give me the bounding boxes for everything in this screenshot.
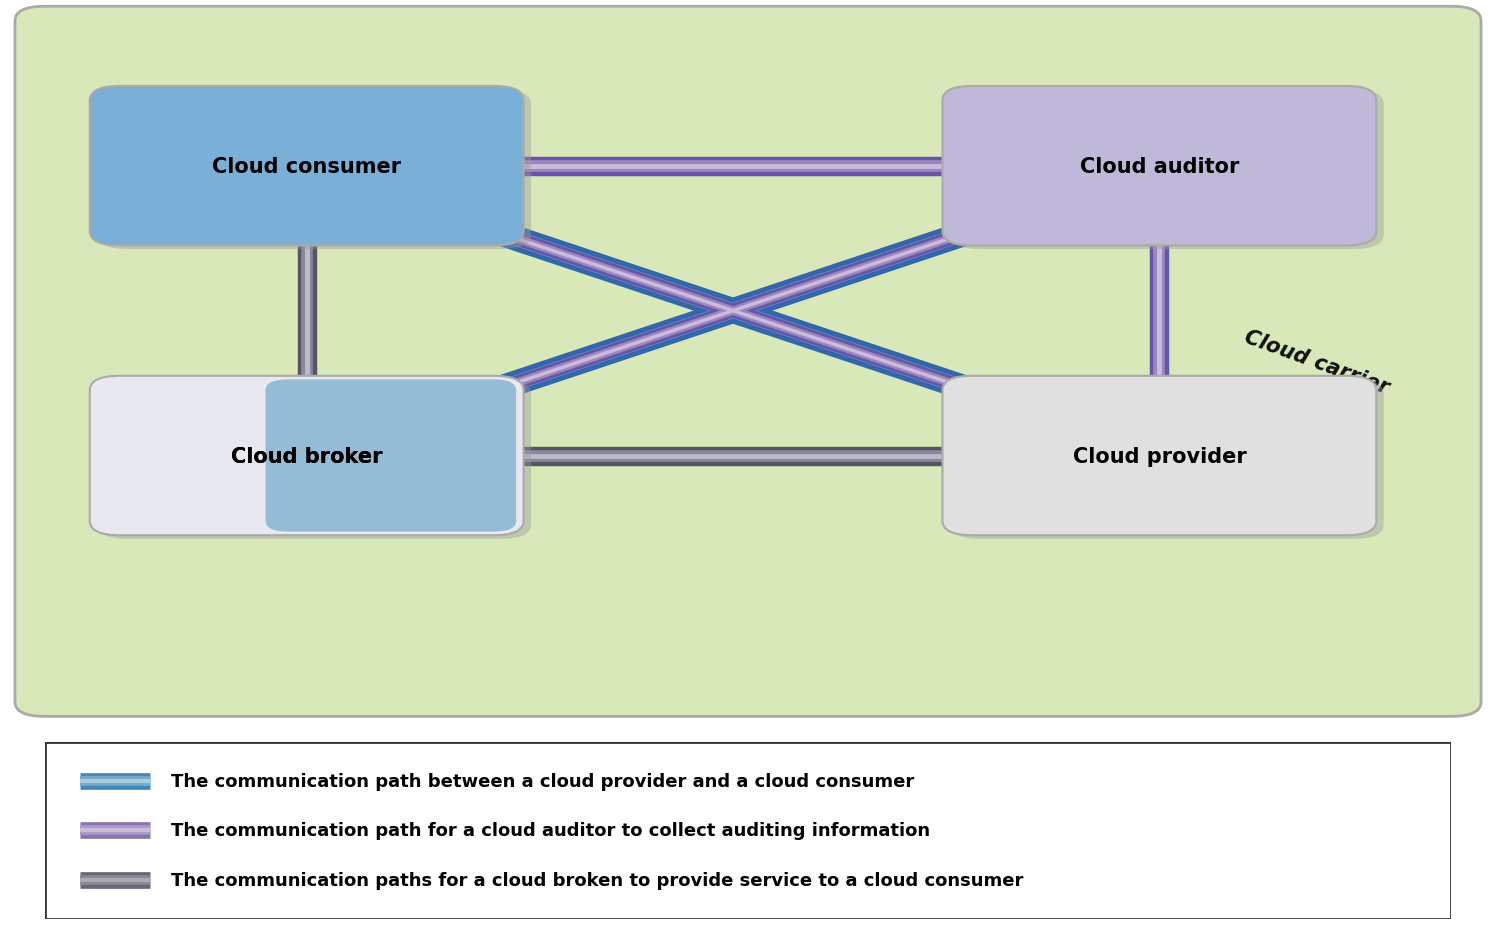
Text: Cloud consumer: Cloud consumer: [212, 157, 401, 176]
FancyBboxPatch shape: [90, 377, 524, 535]
Text: The communication path for a cloud auditor to collect auditing information: The communication path for a cloud audit…: [172, 821, 931, 840]
FancyBboxPatch shape: [97, 380, 531, 539]
FancyBboxPatch shape: [15, 7, 1481, 716]
FancyBboxPatch shape: [942, 87, 1376, 246]
FancyBboxPatch shape: [45, 742, 1451, 919]
FancyBboxPatch shape: [265, 380, 516, 532]
FancyBboxPatch shape: [90, 87, 524, 246]
Text: Cloud broker: Cloud broker: [230, 446, 383, 466]
FancyBboxPatch shape: [950, 380, 1384, 539]
FancyBboxPatch shape: [950, 91, 1384, 250]
Text: Cloud auditor: Cloud auditor: [1080, 157, 1239, 176]
Text: The communication path between a cloud provider and a cloud consumer: The communication path between a cloud p…: [172, 772, 914, 790]
Text: Cloud provider: Cloud provider: [1073, 446, 1246, 466]
FancyBboxPatch shape: [942, 377, 1376, 535]
Text: Cloud broker: Cloud broker: [230, 446, 383, 466]
Text: The communication paths for a cloud broken to provide service to a cloud consume: The communication paths for a cloud brok…: [172, 871, 1023, 889]
Text: Cloud carrier: Cloud carrier: [1242, 327, 1391, 397]
FancyBboxPatch shape: [97, 91, 531, 250]
